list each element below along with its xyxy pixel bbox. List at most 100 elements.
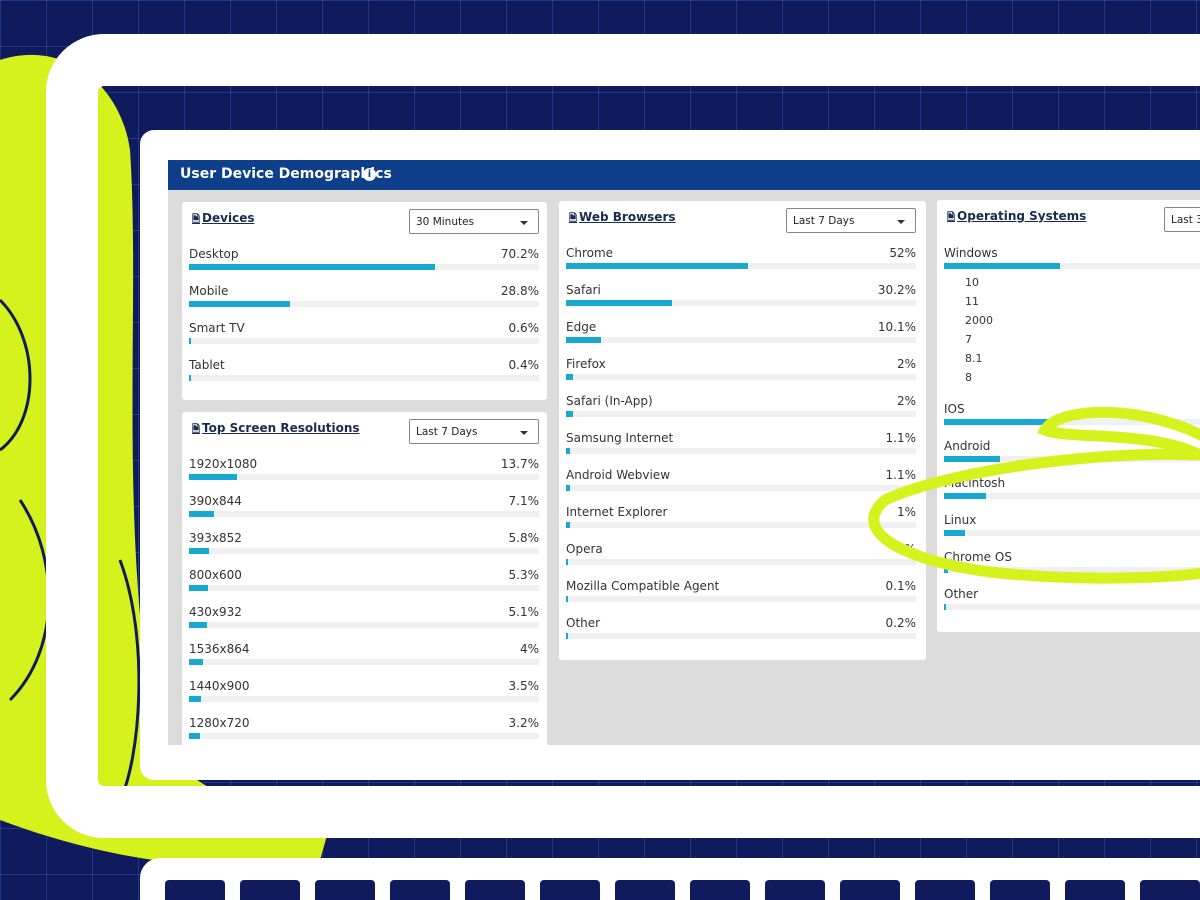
bar [189, 696, 202, 702]
panel: 🗎 Web Browsers Last 7 Days Chrome 52% Safari 3… [559, 201, 926, 660]
sub-label: 7 [965, 333, 972, 346]
row-value: 1% [896, 505, 916, 519]
row-value: 3.2% [508, 716, 540, 730]
row-value: 13.7% [500, 457, 539, 471]
row-label: Tablet [189, 358, 225, 372]
row-label: Mobile [189, 284, 229, 298]
bar [944, 604, 946, 610]
row-value: 1.1% [885, 468, 917, 482]
bar-track [944, 604, 1200, 610]
bar [566, 596, 568, 602]
bar-track [566, 374, 916, 380]
bar [189, 511, 214, 517]
bar-track [189, 585, 539, 591]
row-value: 5.3% [508, 568, 540, 582]
row-value: 0.4% [508, 358, 540, 372]
row-label: Chrome [566, 246, 614, 260]
bar-track [189, 375, 539, 381]
panel-title[interactable]: 🗎 Web Browsers [569, 210, 676, 228]
sub-label: 8.1 [965, 352, 983, 365]
row-label: 1440x900 [189, 679, 250, 693]
bar-track [566, 596, 916, 602]
dropdown[interactable]: Last 7 Days [409, 419, 539, 444]
row-value: 2% [896, 394, 916, 408]
row-label: 1920x1080 [189, 457, 258, 471]
bar [944, 567, 948, 573]
dropdown[interactable]: Last 7 Days [786, 208, 916, 233]
row-label: Windows [944, 246, 998, 260]
row-value: 2% [896, 357, 916, 371]
doc-icon: 🗎 [192, 424, 201, 435]
row-label: Safari (In-App) [566, 394, 653, 408]
doc-icon: 🗎 [569, 213, 578, 224]
row-label: 800x600 [189, 568, 242, 582]
row-label: Samsung Internet [566, 431, 674, 445]
bar [189, 301, 290, 307]
bar [189, 585, 208, 591]
bar-track [566, 337, 916, 343]
info-icon[interactable]: i [363, 168, 376, 181]
sub-label: 10 [965, 276, 979, 289]
bar [566, 300, 672, 306]
caret [520, 221, 528, 225]
row-value: 0.1% [885, 579, 917, 593]
dropdown-value: 30 Minutes [416, 216, 475, 228]
panel-title-text[interactable]: Devices [202, 211, 255, 225]
bar-track [566, 633, 916, 639]
bar-track [566, 485, 916, 491]
row-value: 1.1% [885, 431, 917, 445]
row-value: 7.1% [508, 494, 540, 508]
bar-track [189, 622, 539, 628]
dropdown-value: Last 7 Days [416, 426, 478, 438]
row-label: Safari [566, 283, 601, 297]
bar [189, 548, 210, 554]
bar [944, 493, 986, 499]
keys [165, 880, 1200, 900]
bar [944, 419, 1049, 425]
bar-track [566, 448, 916, 454]
row-value: 52% [889, 246, 916, 260]
bar [566, 337, 602, 343]
panel: 🗎 Top Screen Resolutions Last 7 Days 1920x1… [182, 412, 547, 752]
bar-track [189, 696, 539, 702]
bar-track [566, 559, 916, 565]
row-label: Internet Explorer [566, 505, 668, 519]
row-value: 5.8% [508, 531, 540, 545]
bar [189, 659, 203, 665]
panel-title-text[interactable]: Operating Systems [957, 209, 1087, 223]
panel-title[interactable]: 🗎 Operating Systems [947, 209, 1086, 227]
panel-title[interactable]: 🗎 Devices [192, 211, 254, 229]
row-label: Other [944, 587, 979, 601]
panel-title-text[interactable]: Top Screen Resolutions [202, 421, 360, 435]
bar [566, 263, 748, 269]
row-value: 5.1% [508, 605, 540, 619]
bar-track [189, 659, 539, 665]
row-label: Chrome OS [944, 550, 1012, 564]
dropdown[interactable]: Last 30 Days [1164, 207, 1200, 232]
row-value: 3.5% [508, 679, 540, 693]
bar [944, 263, 1060, 269]
bar-track [566, 522, 916, 528]
row-label: 1280x720 [189, 716, 250, 730]
row-label: Macintosh [944, 476, 1006, 490]
bar-track [944, 530, 1200, 536]
bar-track [189, 474, 539, 480]
header-title: User Device Demographics [180, 166, 392, 182]
header-bar: User Device Demographics i [168, 160, 1200, 190]
dropdown-value: Last 7 Days [793, 215, 855, 227]
bar [189, 474, 237, 480]
doc-icon: 🗎 [192, 214, 201, 225]
bar [566, 448, 570, 454]
row-label: 393x852 [189, 531, 242, 545]
bar-track [189, 511, 539, 517]
panel-title[interactable]: 🗎 Top Screen Resolutions [192, 421, 360, 439]
bar [189, 733, 201, 739]
row-label: 430x932 [189, 605, 242, 619]
dropdown[interactable]: 30 Minutes [409, 209, 539, 234]
row-label: 1536x864 [189, 642, 250, 656]
panel-title-text[interactable]: Web Browsers [579, 210, 676, 224]
bar-track [566, 411, 916, 417]
row-value: 30.2% [877, 283, 916, 297]
row-label: Opera [566, 542, 603, 556]
